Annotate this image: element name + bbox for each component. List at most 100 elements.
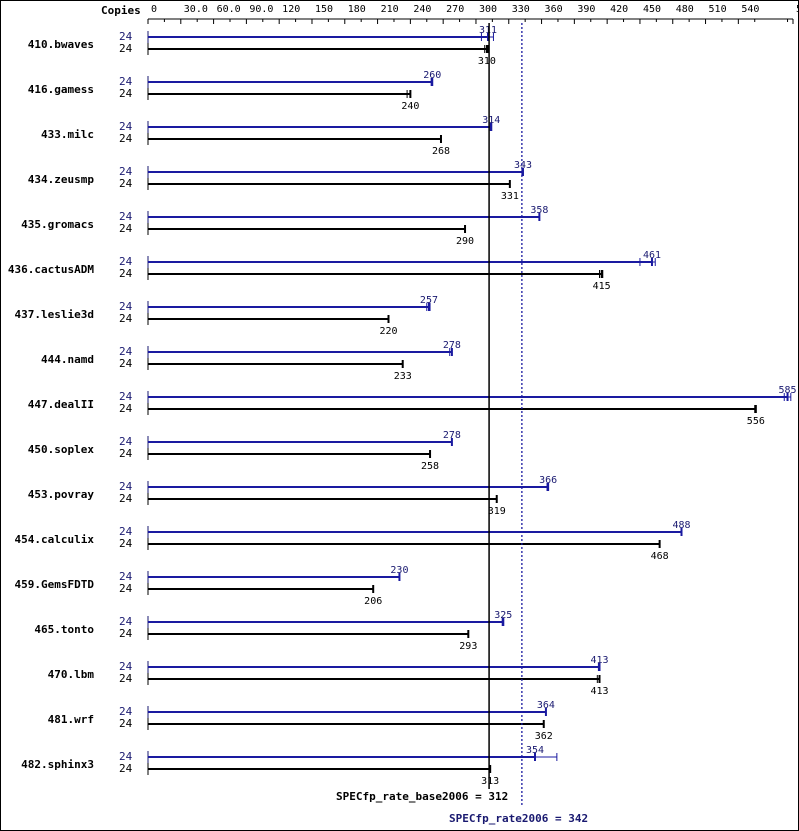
- x-tick-label: 330: [512, 4, 530, 15]
- peak-value-label: 461: [643, 250, 661, 261]
- peak-value-label: 325: [494, 610, 512, 621]
- benchmark-label: 470.lbm: [48, 668, 95, 681]
- peak-value-label: 278: [443, 430, 461, 441]
- peak-value-label: 230: [390, 565, 408, 576]
- peak-copies: 24: [119, 705, 133, 718]
- benchmark-label: 416.gamess: [28, 83, 94, 96]
- x-tick-label: 30.0: [184, 4, 208, 15]
- x-tick-label: 90.0: [249, 4, 273, 15]
- base-copies: 24: [119, 672, 133, 685]
- base-value-label: 556: [747, 416, 765, 427]
- benchmark-label: 435.gromacs: [21, 218, 94, 231]
- benchmark-label: 482.sphinx3: [21, 758, 94, 771]
- base-value-label: 293: [459, 641, 477, 652]
- peak-value-label: 257: [420, 295, 438, 306]
- peak-value-label: 585: [779, 385, 797, 396]
- base-value-label: 468: [651, 551, 669, 562]
- base-value-label: 319: [488, 506, 506, 517]
- peak-copies: 24: [119, 345, 133, 358]
- base-copies: 24: [119, 402, 133, 415]
- base-copies: 24: [119, 132, 133, 145]
- base-value-label: 290: [456, 236, 474, 247]
- peak-value-label: 488: [672, 520, 690, 531]
- base-copies: 24: [119, 87, 133, 100]
- base-value-label: 310: [478, 56, 496, 67]
- peak-copies: 24: [119, 570, 133, 583]
- base-value-label: 331: [501, 191, 519, 202]
- base-value-label: 220: [379, 326, 397, 337]
- benchmark-label: 410.bwaves: [28, 38, 94, 51]
- base-copies: 24: [119, 222, 133, 235]
- base-value-label: 240: [401, 101, 419, 112]
- x-tick-label: 480: [676, 4, 694, 15]
- x-tick-label: 420: [610, 4, 628, 15]
- peak-copies: 24: [119, 435, 133, 448]
- x-tick-label: 150: [315, 4, 333, 15]
- x-tick-label: 360: [545, 4, 563, 15]
- base-value-label: 268: [432, 146, 450, 157]
- base-value-label: 206: [364, 596, 382, 607]
- benchmark-label: 450.soplex: [28, 443, 95, 456]
- x-tick-label: 390: [577, 4, 595, 15]
- benchmark-label: 433.milc: [41, 128, 94, 141]
- peak-value-label: 354: [526, 745, 544, 756]
- peak-copies: 24: [119, 300, 133, 313]
- peak-copies: 24: [119, 615, 133, 628]
- peak-copies: 24: [119, 255, 133, 268]
- peak-copies: 24: [119, 120, 133, 133]
- peak-copies: 24: [119, 165, 133, 178]
- peak-value-label: 413: [590, 655, 608, 666]
- x-tick-label: 0: [151, 4, 157, 15]
- benchmark-label: 447.dealII: [28, 398, 94, 411]
- benchmark-label: 434.zeusmp: [28, 173, 95, 186]
- x-tick-label: 270: [446, 4, 464, 15]
- peak-copies: 24: [119, 75, 133, 88]
- peak-copies: 24: [119, 210, 133, 223]
- base-copies: 24: [119, 177, 133, 190]
- base-value-label: 362: [535, 731, 553, 742]
- x-tick-label: 590: [796, 4, 798, 15]
- base-copies: 24: [119, 267, 133, 280]
- benchmark-label: 465.tonto: [34, 623, 94, 636]
- base-summary-label: SPECfp_rate_base2006 = 312: [336, 790, 508, 803]
- base-value-label: 233: [394, 371, 412, 382]
- base-copies: 24: [119, 537, 133, 550]
- x-tick-label: 450: [643, 4, 661, 15]
- peak-copies: 24: [119, 480, 133, 493]
- peak-value-label: 314: [482, 115, 500, 126]
- peak-value-label: 260: [423, 70, 441, 81]
- peak-value-label: 278: [443, 340, 461, 351]
- x-tick-label: 240: [413, 4, 431, 15]
- base-copies: 24: [119, 762, 133, 775]
- peak-value-label: 364: [537, 700, 555, 711]
- benchmark-label: 444.namd: [41, 353, 94, 366]
- peak-copies: 24: [119, 660, 133, 673]
- peak-copies: 24: [119, 390, 133, 403]
- benchmark-label: 481.wrf: [48, 713, 94, 726]
- base-copies: 24: [119, 582, 133, 595]
- base-value-label: 413: [590, 686, 608, 697]
- x-tick-label: 210: [381, 4, 399, 15]
- base-copies: 24: [119, 312, 133, 325]
- base-copies: 24: [119, 447, 133, 460]
- benchmark-label: 436.cactusADM: [8, 263, 94, 276]
- peak-value-label: 358: [530, 205, 548, 216]
- peak-copies: 24: [119, 525, 133, 538]
- benchmark-label: 437.leslie3d: [15, 308, 94, 321]
- base-copies: 24: [119, 42, 133, 55]
- base-copies: 24: [119, 627, 133, 640]
- base-copies: 24: [119, 717, 133, 730]
- benchmark-label: 453.povray: [28, 488, 95, 501]
- peak-copies: 24: [119, 30, 133, 43]
- benchmark-label: 454.calculix: [15, 533, 95, 546]
- x-tick-label: 120: [282, 4, 300, 15]
- x-tick-label: 540: [741, 4, 759, 15]
- x-tick-label: 510: [709, 4, 727, 15]
- base-value-label: 313: [481, 776, 499, 787]
- peak-value-label: 311: [479, 25, 497, 36]
- base-copies: 24: [119, 492, 133, 505]
- peak-copies: 24: [119, 750, 133, 763]
- copies-header: Copies: [101, 4, 141, 17]
- base-copies: 24: [119, 357, 133, 370]
